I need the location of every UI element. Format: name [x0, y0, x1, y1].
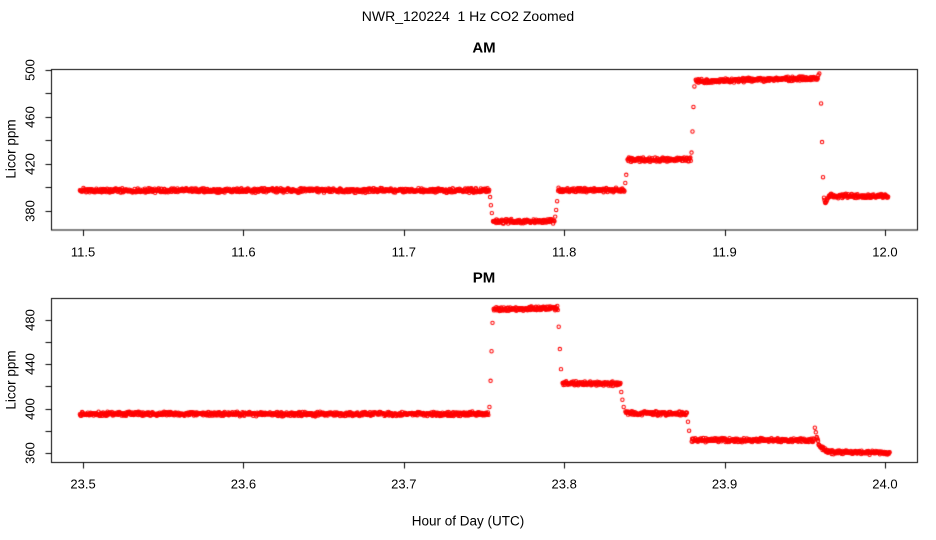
y-tick-label: 440	[22, 353, 38, 375]
y-tick-label: 360	[22, 442, 38, 465]
y-tick-label: 500	[22, 59, 38, 81]
y-tick-label: 480	[22, 308, 38, 331]
x-tick-label: 23.7	[391, 476, 417, 492]
pm-panel-title: PM	[472, 269, 496, 287]
x-tick-label: 23.9	[711, 476, 738, 492]
x-tick-label: 11.6	[231, 244, 256, 259]
x-tick-label: 24.0	[872, 476, 898, 492]
am-panel-title: AM	[472, 39, 496, 57]
x-tick-label: 23.6	[230, 476, 257, 492]
x-axis-label: Hour of Day (UTC)	[411, 513, 525, 529]
y-tick-label: 420	[22, 152, 38, 175]
am-y-axis-label: Licor ppm	[3, 119, 19, 179]
x-tick-label: 11.9	[712, 244, 737, 259]
figure-title: NWR_120224 1 Hz CO2 Zoomed	[361, 8, 575, 24]
y-tick-label: 380	[22, 199, 38, 222]
x-tick-label: 11.8	[552, 244, 577, 259]
x-tick-label: 23.5	[70, 476, 96, 492]
x-tick-label: 11.5	[70, 244, 96, 259]
pm-y-axis-label: Licor ppm	[3, 350, 19, 410]
x-tick-label: 23.8	[551, 476, 577, 492]
y-tick-label: 400	[22, 397, 38, 420]
x-tick-label: 11.7	[391, 244, 416, 259]
x-tick-label: 12.0	[872, 244, 898, 259]
y-tick-label: 460	[22, 106, 38, 128]
